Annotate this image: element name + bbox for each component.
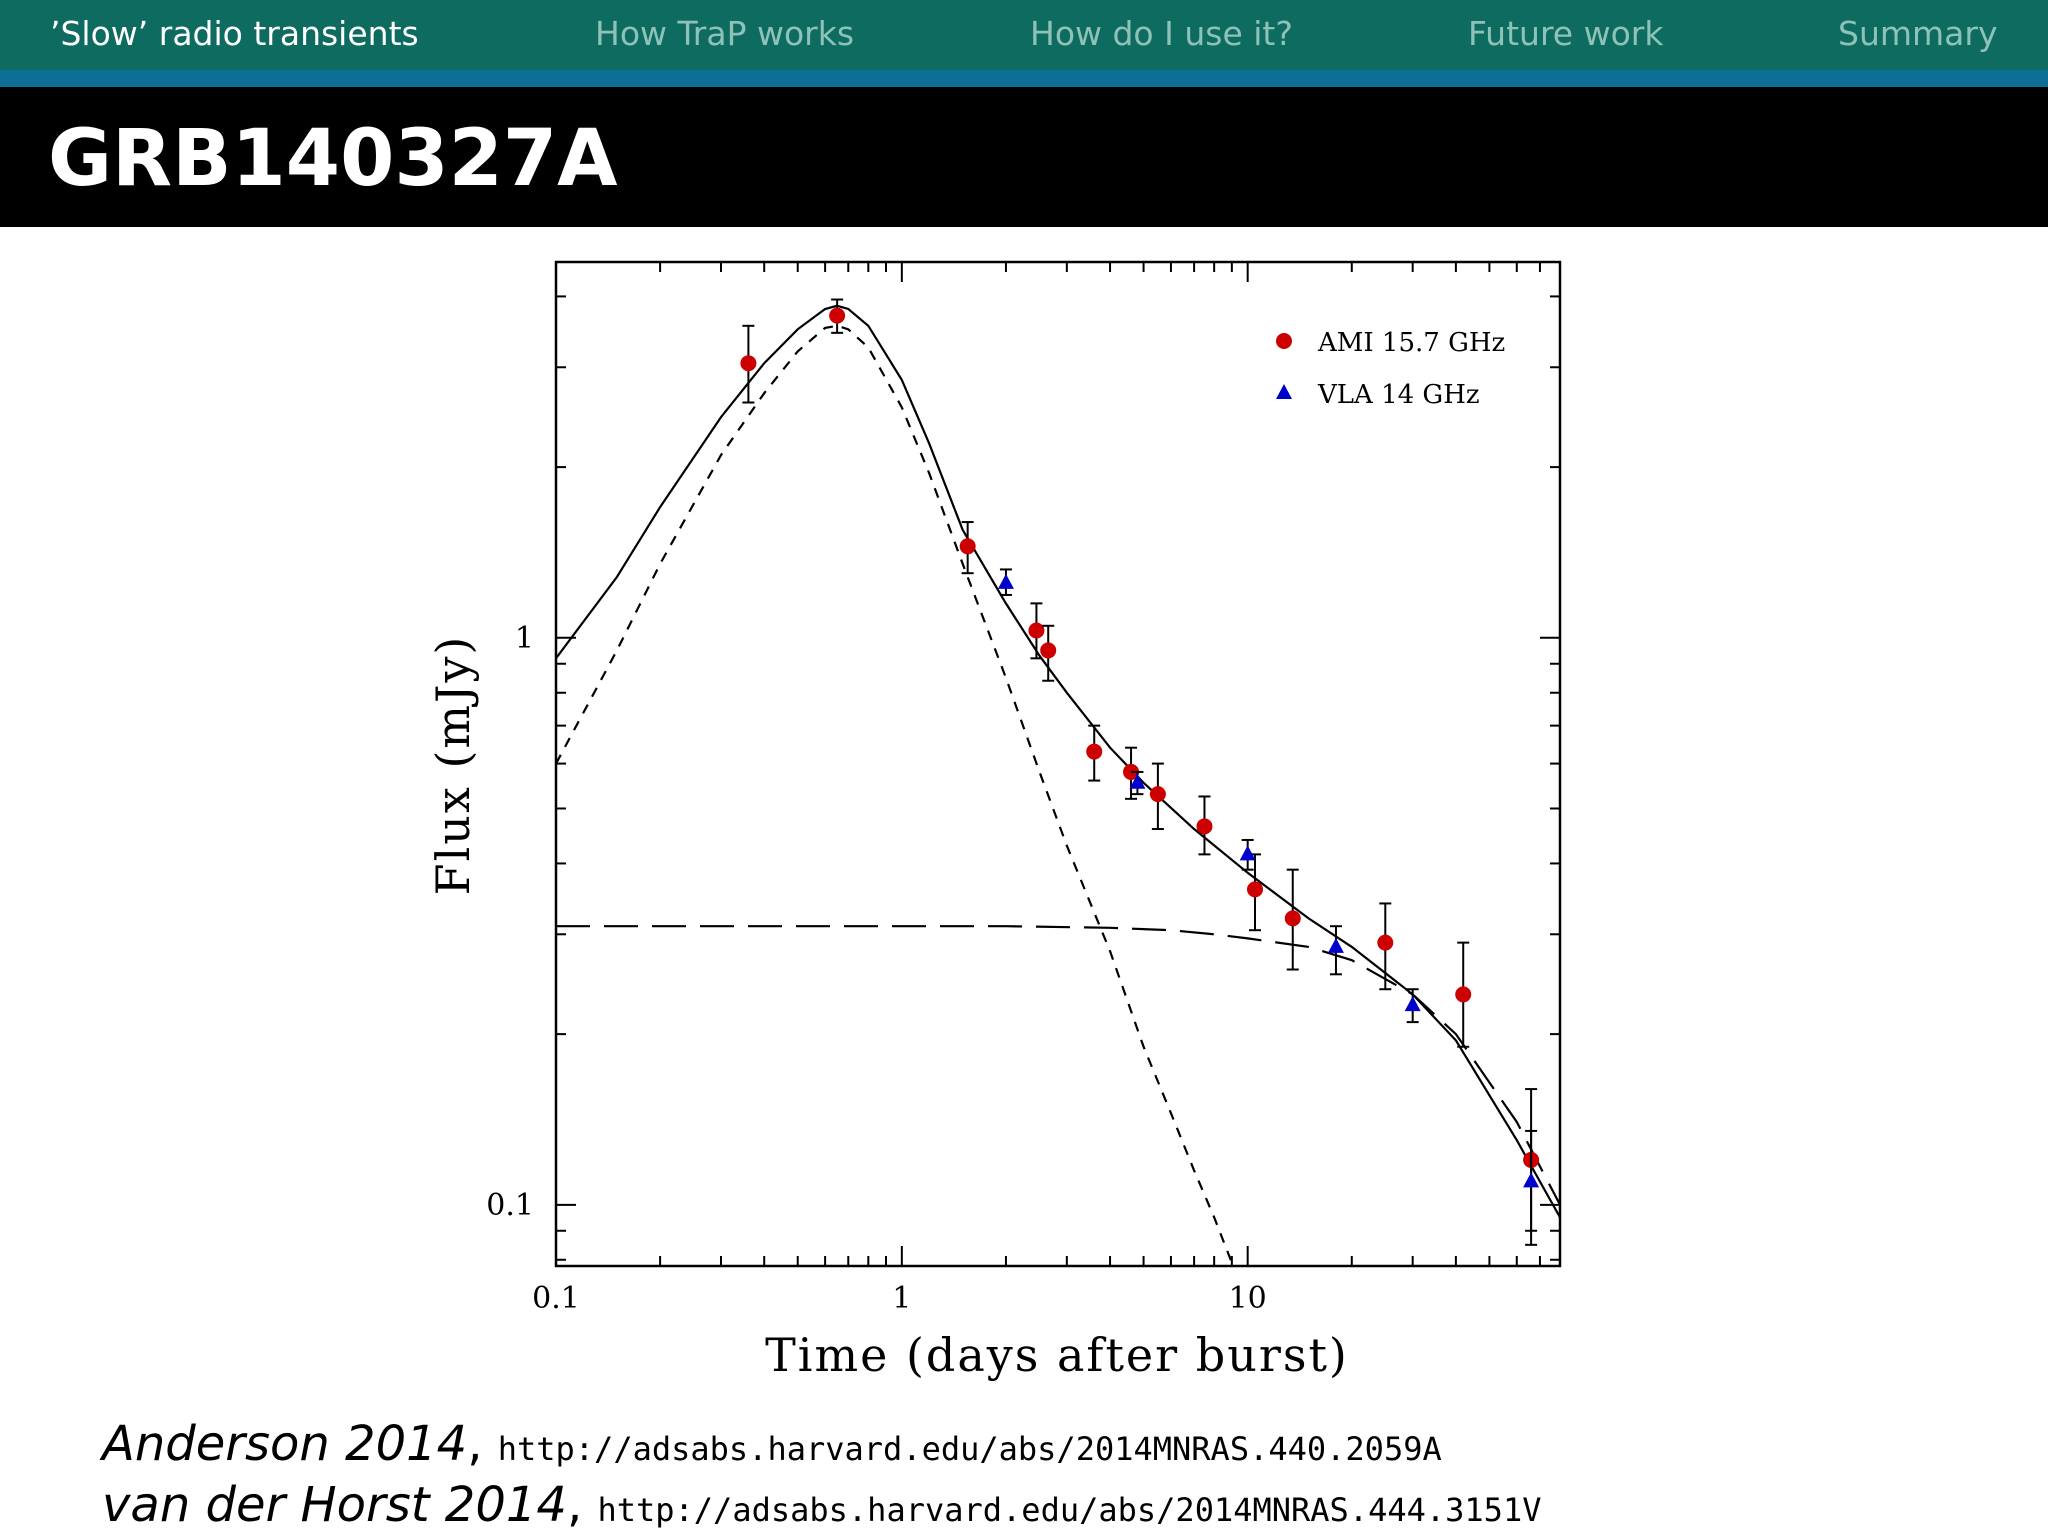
- ami-data-point: [1196, 795, 1213, 856]
- ami-data-point: [1149, 762, 1166, 831]
- triangle-marker: [1129, 773, 1146, 789]
- circle-marker: [740, 355, 757, 372]
- vla-data-point: [997, 568, 1014, 596]
- ami-data-point: [1284, 868, 1301, 971]
- top-navigation: [0, 0, 2048, 70]
- triangle-marker: [1523, 1172, 1540, 1188]
- citation-anderson: Anderson 2014, http://adsabs.harvard.edu…: [102, 1416, 1442, 1472]
- circle-marker: [1455, 986, 1472, 1003]
- citation-author: van der Horst 2014: [102, 1477, 567, 1533]
- model-curve-short-dash: [556, 324, 1233, 1264]
- plot-frame: [554, 260, 1562, 1268]
- circle-marker: [1284, 910, 1301, 927]
- circle-marker: [1247, 881, 1264, 898]
- legend-label: AMI 15.7 GHz: [1317, 328, 1505, 358]
- nav-item-how-trap-works[interactable]: How TraP works: [595, 14, 855, 53]
- vla-data-point: [1129, 770, 1146, 796]
- legend-triangle-marker: [1276, 384, 1292, 399]
- ami-data-point: [740, 324, 757, 404]
- x-tick-label: 10: [1229, 1281, 1267, 1316]
- y-tick-label: 1: [515, 621, 534, 656]
- model-curve-long-dash: [556, 925, 1560, 1206]
- circle-marker: [1028, 622, 1045, 639]
- triangle-marker: [1239, 845, 1256, 861]
- y-axis-label: Flux (mJy): [426, 635, 480, 896]
- nav-item-slow-radio-transients[interactable]: ’Slow’ radio transients: [50, 14, 419, 53]
- citation-author: Anderson 2014: [102, 1416, 468, 1472]
- vla-data-point: [1327, 925, 1344, 976]
- model-curves: [556, 304, 1560, 1264]
- chart-axes: 0.1 1 10 0.1 1: [486, 260, 1562, 1316]
- circle-marker: [829, 307, 846, 324]
- circle-marker: [1123, 763, 1140, 780]
- x-tick-label: 1: [892, 1281, 911, 1316]
- ami-data-point: [829, 298, 846, 334]
- ami-data-point: [1040, 624, 1057, 682]
- model-curve-solid: [556, 304, 1560, 1218]
- circle-marker: [1040, 642, 1057, 659]
- circle-marker: [1086, 743, 1103, 760]
- ami-data-point: [1028, 602, 1045, 660]
- ami-data-point: [1123, 746, 1140, 800]
- slide-title: GRB140327A: [48, 114, 618, 204]
- vla-data-point: [1239, 838, 1256, 871]
- nav-stripe: [0, 70, 2048, 87]
- nav-item-how-do-i-use-it[interactable]: How do I use it?: [1030, 14, 1293, 53]
- ami-data-point: [1247, 853, 1264, 932]
- citation-link[interactable]: http://adsabs.harvard.edu/abs/2014MNRAS.…: [497, 1430, 1442, 1468]
- ami-data-point: [1377, 902, 1394, 991]
- citation-van-der-horst: van der Horst 2014, http://adsabs.harvar…: [102, 1477, 1541, 1533]
- x-axis-label: Time (days after burst): [765, 1328, 1349, 1382]
- triangle-marker: [1404, 996, 1421, 1012]
- ami-data-point: [1086, 724, 1103, 782]
- nav-item-future-work[interactable]: Future work: [1468, 14, 1664, 53]
- nav-item-summary[interactable]: Summary: [1838, 14, 1998, 53]
- circle-marker: [1377, 934, 1394, 951]
- circle-marker: [1149, 786, 1166, 803]
- circle-marker: [959, 538, 976, 555]
- vla-data-point: [1523, 1129, 1540, 1232]
- y-tick-label: 0.1: [486, 1188, 534, 1223]
- triangle-marker: [1327, 937, 1344, 953]
- x-tick-label: 0.1: [532, 1281, 580, 1316]
- title-bar: [0, 87, 2048, 227]
- circle-marker: [1196, 818, 1213, 835]
- chart-legend: AMI 15.7 GHz VLA 14 GHz: [1276, 328, 1505, 410]
- ami-data-point: [959, 521, 976, 575]
- citation-link[interactable]: http://adsabs.harvard.edu/abs/2014MNRAS.…: [597, 1491, 1542, 1529]
- ami-data-point: [1455, 941, 1472, 1048]
- citation-separator: ,: [467, 1416, 498, 1472]
- triangle-marker: [997, 573, 1014, 589]
- citation-separator: ,: [566, 1477, 598, 1533]
- legend-circle-marker: [1276, 333, 1292, 349]
- data-points: [740, 298, 1540, 1246]
- legend-label: VLA 14 GHz: [1317, 380, 1480, 410]
- vla-data-point: [1404, 988, 1421, 1024]
